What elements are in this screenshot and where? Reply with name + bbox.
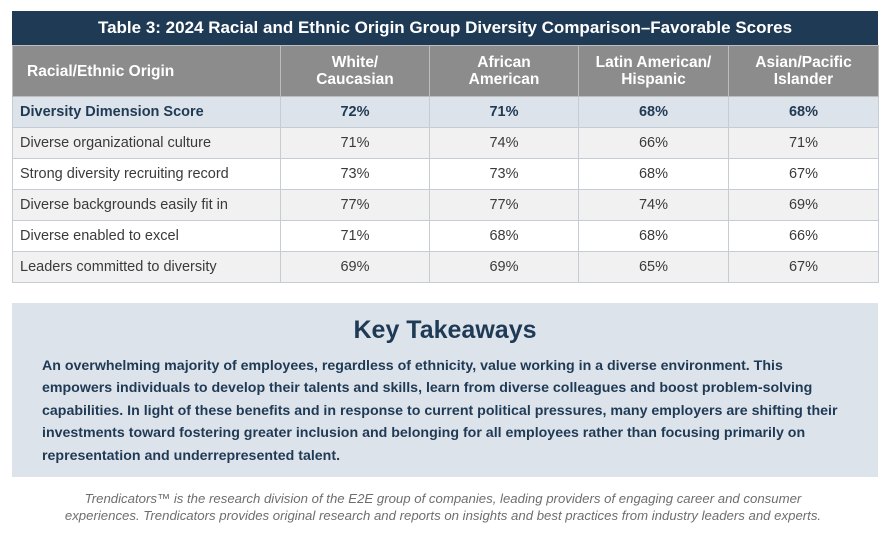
cell-value: 68% [578,220,729,252]
cell-value: 69% [280,251,430,283]
cell-value: 68% [429,220,579,252]
footer-line-1: Trendicators™ is the research division o… [84,491,802,506]
header-asian-pacific-islander: Asian/Pacific Islander [728,45,879,97]
table-header-row: Racial/Ethnic Origin White/Caucasian Afr… [12,45,879,97]
row-label: Diversity Dimension Score [12,96,281,128]
cell-value: 68% [728,96,879,128]
table-row: Diverse organizational culture 71% 74% 6… [12,127,879,159]
header-latin-american-hispanic: Latin American/Hispanic [578,45,729,97]
cell-value: 73% [429,158,579,190]
row-label: Strong diversity recruiting record [12,158,281,190]
table-row: Strong diversity recruiting record 73% 7… [12,158,879,190]
comparison-table-section: Table 3: 2024 Racial and Ethnic Origin G… [12,11,879,283]
header-row-label: Racial/Ethnic Origin [12,45,281,97]
cell-value: 68% [578,158,729,190]
cell-value: 69% [429,251,579,283]
footer-note: Trendicators™ is the research division o… [10,490,876,524]
cell-value: 74% [429,127,579,159]
cell-value: 73% [280,158,430,190]
cell-value: 65% [578,251,729,283]
cell-value: 72% [280,96,430,128]
table-row: Leaders committed to diversity 69% 69% 6… [12,251,879,283]
cell-value: 67% [728,251,879,283]
cell-value: 77% [429,189,579,221]
cell-value: 66% [578,127,729,159]
key-takeaways-box: Key Takeaways An overwhelming majority o… [12,303,878,477]
key-takeaways-heading: Key Takeaways [353,316,537,344]
table-title: Table 3: 2024 Racial and Ethnic Origin G… [12,11,878,45]
cell-value: 66% [728,220,879,252]
row-label: Diverse backgrounds easily fit in [12,189,281,221]
cell-value: 71% [280,127,430,159]
comparison-table: Racial/Ethnic Origin White/Caucasian Afr… [12,45,879,283]
table-row: Diverse enabled to excel 71% 68% 68% 66% [12,220,879,252]
table-row-diversity-dimension-score: Diversity Dimension Score 72% 71% 68% 68… [12,96,879,128]
cell-value: 67% [728,158,879,190]
cell-value: 77% [280,189,430,221]
header-african-american: African American [429,45,579,97]
row-label: Leaders committed to diversity [12,251,281,283]
cell-value: 71% [280,220,430,252]
cell-value: 68% [578,96,729,128]
key-takeaways-body: An overwhelming majority of employees, r… [42,358,838,464]
cell-value: 69% [728,189,879,221]
cell-value: 74% [578,189,729,221]
cell-value: 71% [429,96,579,128]
row-label: Diverse enabled to excel [12,220,281,252]
row-label: Diverse organizational culture [12,127,281,159]
table-row: Diverse backgrounds easily fit in 77% 77… [12,189,879,221]
header-white-caucasian: White/Caucasian [280,45,430,97]
footer-line-2: experiences. Trendicators provides origi… [64,508,822,523]
cell-value: 71% [728,127,879,159]
